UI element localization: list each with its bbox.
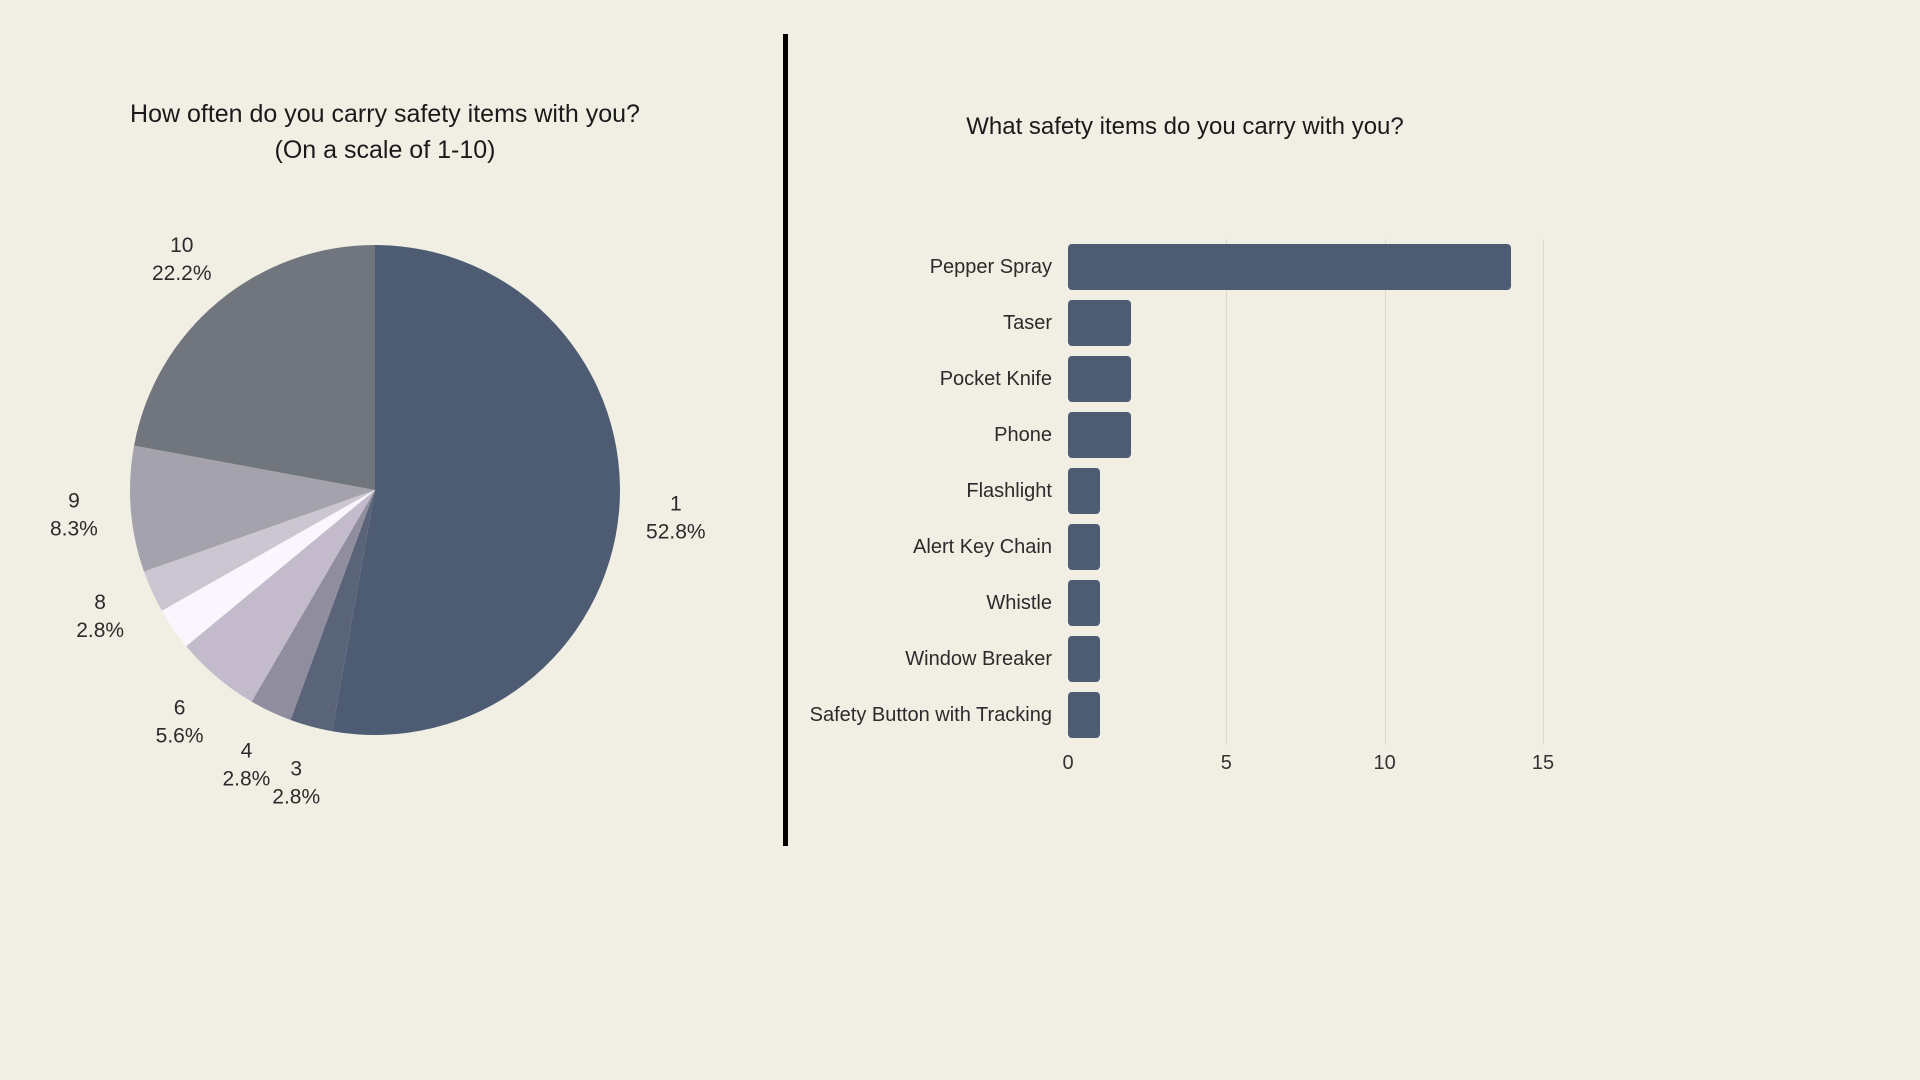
pie-slice-10 <box>134 245 375 490</box>
bar-chart-title: What safety items do you carry with you? <box>966 113 1404 140</box>
bar-pepper-spray <box>1068 244 1512 290</box>
pie-slice-label-1: 1 52.8% <box>646 493 706 544</box>
bar-category-label: Flashlight <box>966 479 1052 502</box>
pie-chart-title-line1: How often do you carry safety items with… <box>130 100 640 128</box>
bar-row: Flashlight <box>800 463 1543 519</box>
pie-chart: 1 52.8% 3 2.8%4 2.8% 6 5.6% 8 2.8% 9 8.3% 10 22.2% <box>50 234 706 809</box>
pie-chart-title-line2: (On a scale of 1-10) <box>274 136 496 165</box>
pie-slice-label-9: 9 8.3% <box>50 490 98 541</box>
bar-category-label: Alert Key Chain <box>913 535 1052 558</box>
bar-safety-button-with-tracking <box>1068 692 1100 738</box>
bar-whistle <box>1068 580 1100 626</box>
bar-category-label: Safety Button with Tracking <box>809 703 1052 726</box>
bar-track <box>1068 244 1543 290</box>
bar-track <box>1068 692 1543 738</box>
gridline-5 <box>1226 239 1228 745</box>
bar-flashlight <box>1068 468 1100 514</box>
bar-track <box>1068 412 1543 458</box>
pie-slice-label-6: 6 5.6% <box>156 696 204 747</box>
x-tick-label-5: 5 <box>1220 752 1232 774</box>
pie-slice-3 <box>290 490 375 732</box>
bar-row: Alert Key Chain <box>800 519 1543 575</box>
pie-slice-6 <box>186 490 375 702</box>
bar-pocket-knife <box>1068 356 1132 402</box>
bar-row: Pepper Spray <box>800 239 1543 295</box>
pie-slice-unlabeled <box>161 490 375 647</box>
pie-slice-label-3: 3 2.8% <box>272 758 320 809</box>
bar-chart-x-axis: 0 5 10 15 <box>1062 752 1554 782</box>
bar-category-label: Pocket Knife <box>939 367 1052 390</box>
vertical-divider <box>783 34 788 846</box>
bar-category-label: Phone <box>994 423 1052 446</box>
gridline-10 <box>1384 239 1386 745</box>
x-tick-label-0: 0 <box>1062 752 1074 774</box>
bar-row: Window Breaker <box>800 631 1543 687</box>
pie-chart-title: How often do you carry safety items with… <box>75 96 695 169</box>
bar-category-label: Whistle <box>986 591 1052 614</box>
bar-track <box>1068 300 1543 346</box>
pie-slice-label-8: 8 2.8% <box>76 591 124 642</box>
bar-row: Safety Button with Tracking <box>800 687 1543 743</box>
bar-row: Pocket Knife <box>800 351 1543 407</box>
x-tick-label-15: 15 <box>1531 752 1555 774</box>
bar-category-label: Window Breaker <box>905 647 1052 670</box>
bar-track <box>1068 356 1543 402</box>
bar-alert-key-chain <box>1068 524 1100 570</box>
pie-slice-8 <box>143 490 375 611</box>
pie-slice-label-10: 10 22.2% <box>152 234 212 285</box>
bar-track <box>1068 636 1543 682</box>
bar-row: Whistle <box>800 575 1543 631</box>
bar-window-breaker <box>1068 636 1100 682</box>
bar-taser <box>1068 300 1132 346</box>
x-tick-label-10: 10 <box>1373 752 1396 774</box>
pie-slice-1 <box>332 245 620 735</box>
bar-row: Taser <box>800 295 1543 351</box>
bar-category-label: Pepper Spray <box>929 255 1052 278</box>
gridline-15 <box>1543 239 1544 745</box>
pie-slice-label-4: 4 2.8% <box>222 739 270 790</box>
pie-slice-9 <box>130 445 375 572</box>
bar-phone <box>1068 412 1132 458</box>
bar-track <box>1068 580 1543 626</box>
bar-row: Phone <box>800 407 1543 463</box>
bar-track <box>1068 524 1543 570</box>
bar-chart-rows: Pepper Spray Taser Pocket Knife Phone Flashl… <box>800 239 1543 743</box>
pie-slice-4 <box>251 490 375 720</box>
bar-category-label: Taser <box>1003 311 1052 334</box>
bar-chart-gridlines <box>1068 239 1544 745</box>
bar-track <box>1068 468 1543 514</box>
